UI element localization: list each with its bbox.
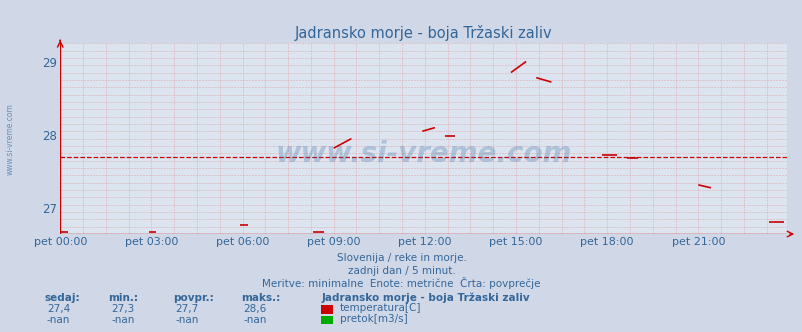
Text: Jadransko morje - boja Tržaski zaliv: Jadransko morje - boja Tržaski zaliv	[321, 292, 529, 303]
Text: min.:: min.:	[108, 293, 138, 303]
Text: -nan: -nan	[243, 315, 267, 325]
Text: maks.:: maks.:	[241, 293, 280, 303]
Text: -nan: -nan	[175, 315, 199, 325]
Text: -nan: -nan	[47, 315, 71, 325]
Text: -nan: -nan	[111, 315, 135, 325]
Text: zadnji dan / 5 minut.: zadnji dan / 5 minut.	[347, 266, 455, 276]
Text: sedaj:: sedaj:	[44, 293, 79, 303]
Text: pretok[m3/s]: pretok[m3/s]	[339, 314, 407, 324]
Text: www.si-vreme.com: www.si-vreme.com	[275, 140, 571, 168]
Text: povpr.:: povpr.:	[172, 293, 213, 303]
Text: Meritve: minimalne  Enote: metrične  Črta: povprečje: Meritve: minimalne Enote: metrične Črta:…	[262, 277, 540, 289]
Text: 27,7: 27,7	[176, 304, 198, 314]
Text: 28,6: 28,6	[244, 304, 266, 314]
Title: Jadransko morje - boja Tržaski zaliv: Jadransko morje - boja Tržaski zaliv	[294, 25, 552, 41]
Text: temperatura[C]: temperatura[C]	[339, 303, 420, 313]
Text: 27,3: 27,3	[111, 304, 134, 314]
Text: www.si-vreme.com: www.si-vreme.com	[6, 104, 15, 175]
Text: Slovenija / reke in morje.: Slovenija / reke in morje.	[336, 253, 466, 263]
Text: 27,4: 27,4	[47, 304, 70, 314]
